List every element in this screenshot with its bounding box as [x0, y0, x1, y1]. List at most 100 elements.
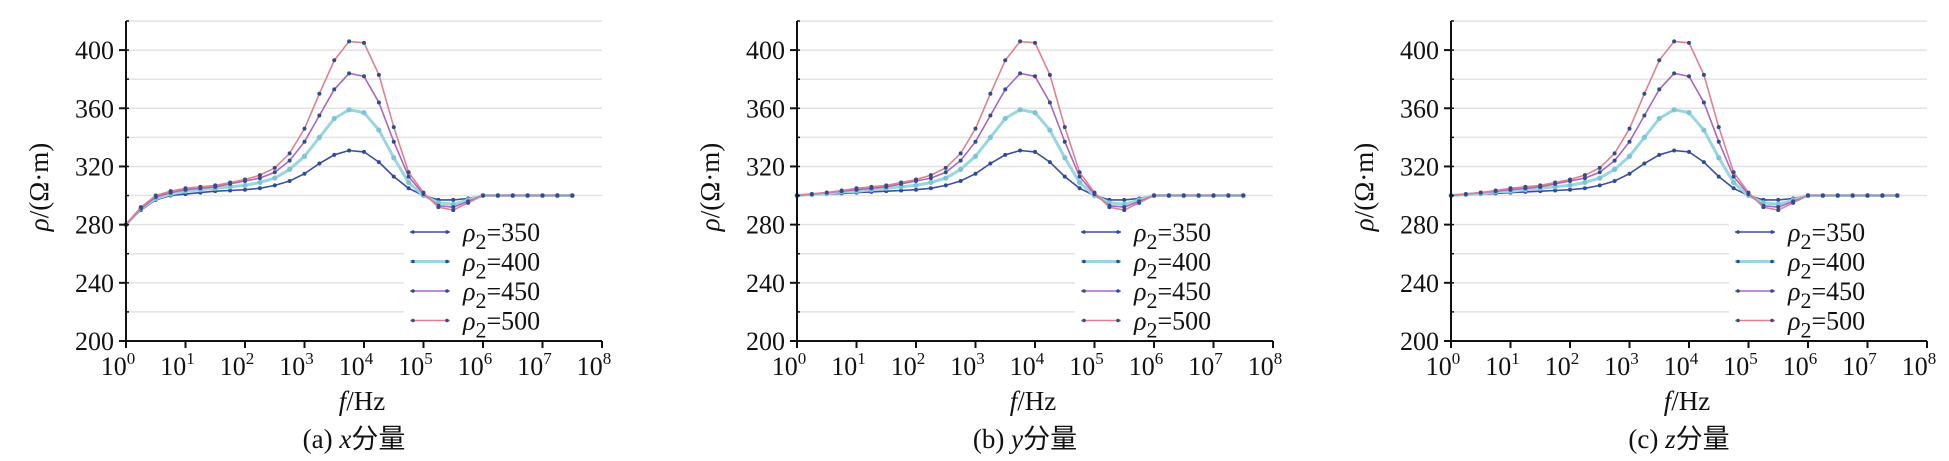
data-point — [317, 161, 322, 166]
data-point — [376, 160, 381, 165]
legend-symbol: ρ — [1787, 218, 1800, 247]
data-point — [943, 170, 948, 175]
x-tick-label: 103 — [950, 349, 985, 381]
data-point — [1003, 87, 1008, 92]
x-tick-base: 10 — [1604, 352, 1630, 381]
x-tick-exponent: 8 — [1928, 349, 1937, 368]
x-tick-base: 10 — [1902, 352, 1928, 381]
data-point — [914, 187, 918, 192]
data-point — [302, 126, 307, 131]
legend-subscript: 2 — [475, 229, 486, 254]
x-tick-exponent: 0 — [798, 349, 807, 368]
data-point — [406, 179, 412, 186]
data-point — [361, 110, 367, 116]
data-point — [1003, 58, 1008, 63]
data-point — [376, 100, 381, 105]
data-point — [391, 139, 396, 144]
data-point — [1523, 184, 1528, 189]
data-point — [1657, 87, 1662, 92]
data-point — [362, 74, 366, 79]
x-tick-label: 106 — [1783, 349, 1818, 381]
caption-var: x — [338, 424, 351, 454]
legend-value: =350 — [1157, 218, 1211, 247]
x-tick-label: 107 — [1842, 349, 1877, 381]
data-point — [525, 193, 530, 198]
y-tick-label: 280 — [746, 211, 785, 240]
legend-label: ρ2=450 — [1133, 277, 1211, 313]
data-point — [809, 192, 814, 197]
data-point — [332, 58, 337, 63]
data-point — [1820, 193, 1825, 198]
x-tick-label: 108 — [1902, 349, 1937, 381]
data-point — [1657, 152, 1662, 157]
legend-label: ρ2=350 — [1133, 218, 1211, 254]
x-tick-base: 10 — [1723, 352, 1749, 381]
data-point — [973, 139, 978, 144]
data-point — [1656, 115, 1662, 122]
x-tick-label: 107 — [517, 349, 552, 381]
data-point — [1641, 134, 1647, 140]
chart-panel-b: ρ2=350 ρ2=400 ρ2=450 ρ2=500 200 240 280 320 360 4… — [671, 0, 1331, 461]
x-tick-base: 10 — [577, 352, 603, 381]
data-point — [973, 171, 978, 176]
data-point — [1181, 193, 1186, 198]
data-point — [824, 190, 829, 195]
data-point — [988, 161, 993, 166]
data-point — [1062, 139, 1067, 144]
legend-symbol: ρ — [462, 218, 475, 247]
data-point — [1612, 158, 1617, 163]
data-point — [1017, 107, 1023, 113]
legend-marker — [1770, 289, 1774, 293]
x-tick-label: 103 — [279, 349, 314, 381]
data-point — [198, 184, 203, 189]
data-point — [1597, 165, 1602, 170]
legend-marker — [411, 230, 415, 234]
data-point — [436, 205, 441, 210]
data-point — [1716, 125, 1721, 130]
data-point — [1687, 149, 1691, 154]
data-point — [1002, 115, 1008, 122]
chart-a: ρ2=350ρ2=400ρ2=450ρ2=5002002402803203604… — [24, 20, 611, 454]
data-point — [1003, 152, 1008, 157]
data-point — [331, 115, 337, 122]
caption-prefix: (b) — [973, 424, 1011, 454]
data-point — [1493, 188, 1498, 193]
x-tick-base: 10 — [398, 352, 424, 381]
data-point — [943, 183, 948, 188]
data-point — [1731, 170, 1736, 175]
data-point — [183, 186, 188, 191]
caption-prefix: (c) — [1628, 424, 1665, 454]
y-tick-label: 360 — [746, 94, 785, 123]
x-tick-exponent: 2 — [246, 349, 255, 368]
legend-symbol: ρ — [1133, 277, 1146, 306]
data-point — [1642, 91, 1647, 96]
data-point — [1776, 208, 1781, 213]
data-point — [1137, 200, 1142, 205]
legend-value: =450 — [1157, 277, 1211, 306]
legend-marker — [411, 289, 415, 293]
data-point — [1835, 193, 1840, 198]
data-point — [1062, 174, 1067, 179]
legend-marker — [1736, 289, 1740, 293]
legend-symbol: ρ — [462, 277, 475, 306]
x-tick-label: 100 — [772, 349, 807, 381]
data-point — [272, 183, 277, 188]
y-tick-label: 320 — [1400, 152, 1439, 181]
legend-marker — [1770, 318, 1774, 323]
data-point — [854, 186, 859, 191]
legend-value: =350 — [1811, 218, 1865, 247]
caption-suffix: 分量 — [1676, 424, 1730, 454]
x-tick-label: 104 — [1010, 349, 1045, 381]
data-point — [987, 134, 993, 140]
legend-symbol: ρ — [1787, 277, 1800, 306]
x-tick-label: 102 — [891, 349, 926, 381]
data-point — [272, 175, 278, 181]
data-point — [1761, 205, 1766, 210]
y-tick-label: 280 — [75, 211, 114, 240]
x-tick-base: 10 — [1069, 352, 1095, 381]
data-point — [1538, 183, 1543, 188]
y-axis-label: ρ/(Ω·m) — [24, 143, 54, 233]
x-tick-base: 10 — [458, 352, 484, 381]
legend-subscript: 2 — [475, 288, 486, 313]
data-point — [391, 125, 396, 130]
